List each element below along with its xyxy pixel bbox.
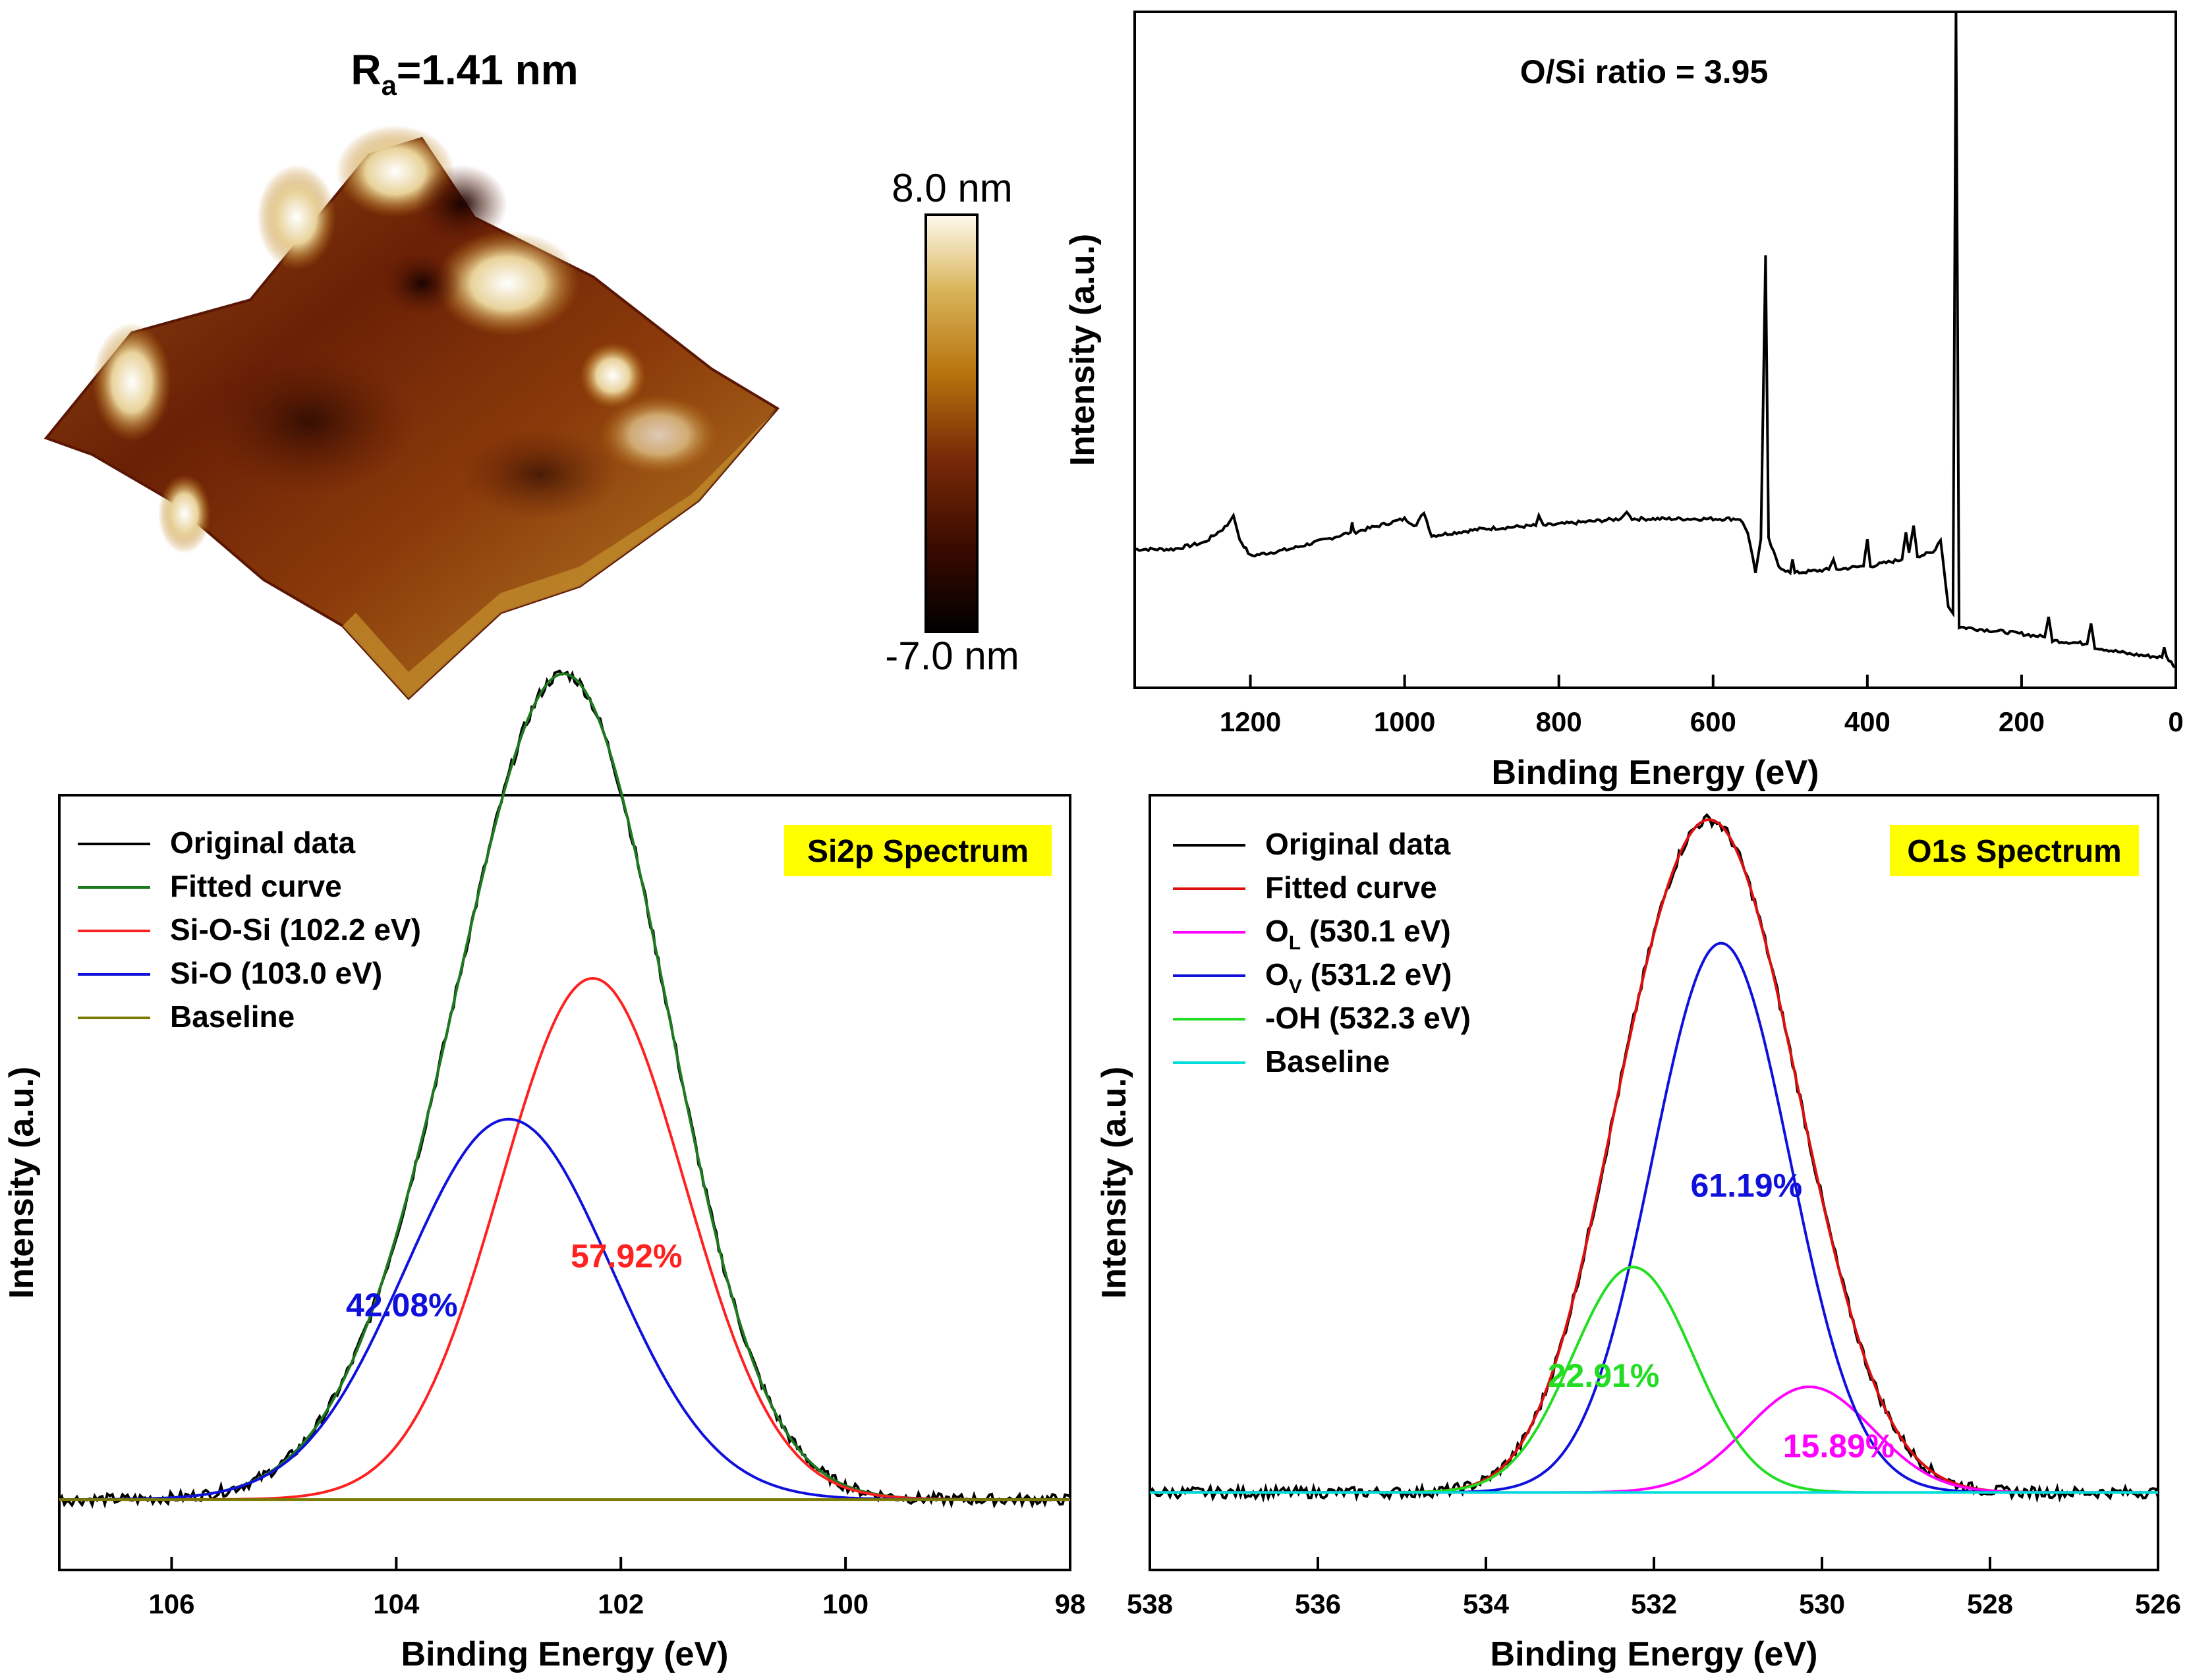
si2p-percent-label: 42.08% xyxy=(346,1287,458,1324)
afm-panel: Ra=1.41 nm 8.0 nm -7.0 nm xyxy=(43,46,1019,700)
x-tick-label: 538 xyxy=(1127,1588,1173,1619)
si2p-chart: 106 104 102 100 98 Binding Energy (eV) Intensi… xyxy=(3,669,1086,1673)
x-tick-label: 532 xyxy=(1631,1588,1677,1619)
x-tick-label: 800 xyxy=(1536,706,1582,737)
o1s-legend-label: Original data xyxy=(1265,827,1451,861)
si2p-legend-label: Baseline xyxy=(170,999,295,1034)
o1s-legend-label: OL (530.1 eV) xyxy=(1265,914,1451,954)
afm-surface-image xyxy=(43,125,780,700)
o1s-chart: 538 536 534 532 530 528 526 Binding Energy (eV)… xyxy=(1095,794,2181,1673)
si2p-title-badge xyxy=(784,825,1052,876)
plot-frame xyxy=(1133,11,2177,689)
x-tick-label: 600 xyxy=(1690,706,1736,737)
o1s-title-badge xyxy=(1890,825,2139,876)
plot-frame xyxy=(1149,794,2159,1571)
y-axis-label: Intensity (a.u.) xyxy=(1095,1067,1133,1299)
survey-spectrum-line xyxy=(1134,11,2176,669)
x-tick-label: 526 xyxy=(2135,1588,2181,1619)
x-tick-label: 1000 xyxy=(1374,706,1435,737)
colorbar-max-label: 8.0 nm xyxy=(892,166,1012,210)
x-tick-label: 528 xyxy=(1967,1588,2013,1619)
o1s-legend-label: Fitted curve xyxy=(1265,870,1437,905)
x-tick-label: 106 xyxy=(148,1588,194,1619)
si2p-legend-label: Si-O (103.0 eV) xyxy=(170,956,382,990)
si2p-legend-label: Fitted curve xyxy=(170,869,342,903)
si2p-percent-label: 57.92% xyxy=(571,1237,683,1274)
y-axis-label: Intensity (a.u.) xyxy=(1064,234,1102,466)
survey-title: O/Si ratio = 3.95 xyxy=(1520,53,1769,90)
x-tick-label: 400 xyxy=(1844,706,1890,737)
o1s-legend-label: Baseline xyxy=(1265,1044,1390,1078)
plot-frame xyxy=(58,794,1071,1571)
survey-chart: 1200 1000 800 600 400 200 0 Binding Energy (eV)… xyxy=(1064,11,2184,792)
o1s-series-2 xyxy=(1150,1386,2158,1494)
o1s-percent-label: 22.91% xyxy=(1548,1357,1660,1394)
x-tick-label: 534 xyxy=(1463,1588,1510,1619)
colorbar xyxy=(924,213,979,633)
y-axis-label: Intensity (a.u.) xyxy=(3,1067,41,1299)
si2p-legend-label: Si-O-Si (102.2 eV) xyxy=(170,912,421,947)
x-tick-label: 1200 xyxy=(1220,706,1281,737)
colorbar-min-label: -7.0 nm xyxy=(885,634,1019,678)
x-tick-label: 100 xyxy=(822,1588,868,1619)
x-tick-label: 104 xyxy=(373,1588,420,1619)
x-axis-label: Binding Energy (eV) xyxy=(1491,1635,1818,1673)
si2p-series-2 xyxy=(59,976,1070,1501)
o1s-percent-label: 15.89% xyxy=(1783,1428,1895,1465)
o1s-legend-label: -OH (532.3 eV) xyxy=(1265,1001,1471,1035)
x-tick-label: 200 xyxy=(1999,706,2045,737)
si2p-series-1 xyxy=(59,672,1070,1501)
si2p-legend-label: Original data xyxy=(170,826,356,860)
x-axis-label: Binding Energy (eV) xyxy=(1492,754,1819,792)
x-tick-label: 536 xyxy=(1295,1588,1341,1619)
o1s-percent-label: 61.19% xyxy=(1690,1167,1802,1204)
o1s-title: O1s Spectrum xyxy=(1907,834,2121,869)
x-tick-label: 0 xyxy=(2168,706,2183,737)
x-axis-label: Binding Energy (eV) xyxy=(401,1635,729,1673)
si2p-series-3 xyxy=(59,1117,1070,1501)
x-tick-label: 530 xyxy=(1799,1588,1845,1619)
o1s-legend-label: OV (531.2 eV) xyxy=(1265,957,1452,997)
afm-title: Ra=1.41 nm xyxy=(351,46,578,101)
x-tick-label: 102 xyxy=(598,1588,644,1619)
x-tick-label: 98 xyxy=(1055,1588,1086,1619)
si2p-title: Si2p Spectrum xyxy=(807,834,1029,869)
